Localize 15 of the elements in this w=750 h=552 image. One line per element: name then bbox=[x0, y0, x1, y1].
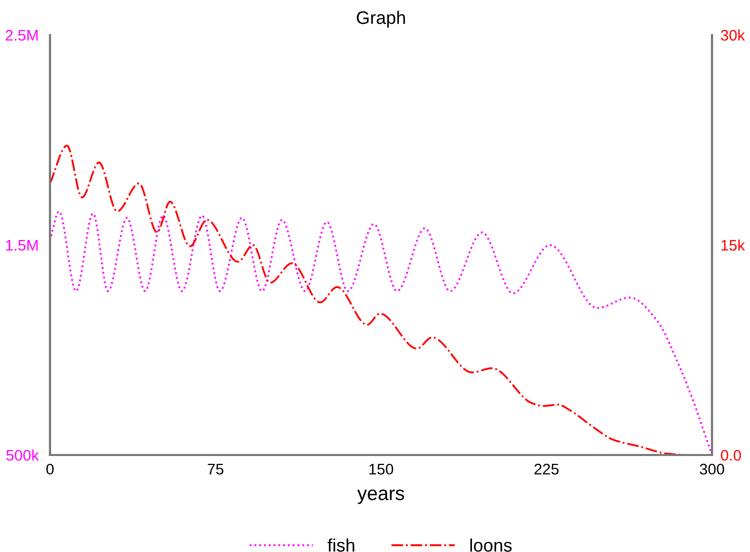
x-axis-title: years bbox=[357, 490, 404, 504]
y2-tick-label: 30k bbox=[720, 29, 745, 41]
y-tick-label: 1.5M bbox=[6, 240, 38, 251]
y-tick-label: 2.5M bbox=[6, 30, 38, 41]
y-tick-label: 500k bbox=[6, 449, 39, 461]
x-tick-label: 150 bbox=[369, 464, 394, 475]
x-tick-label: 225 bbox=[534, 464, 559, 475]
chart-title: Graph bbox=[356, 10, 405, 28]
x-tick-label: 0 bbox=[46, 464, 54, 475]
legend-label: loons bbox=[470, 538, 512, 552]
x-tick-label: 75 bbox=[208, 464, 224, 475]
legend-label: fish bbox=[328, 538, 354, 552]
y2-tick-label: 15k bbox=[722, 239, 745, 251]
x-tick-label: 300 bbox=[700, 464, 724, 475]
y2-tick-label: 0.0 bbox=[720, 450, 741, 461]
